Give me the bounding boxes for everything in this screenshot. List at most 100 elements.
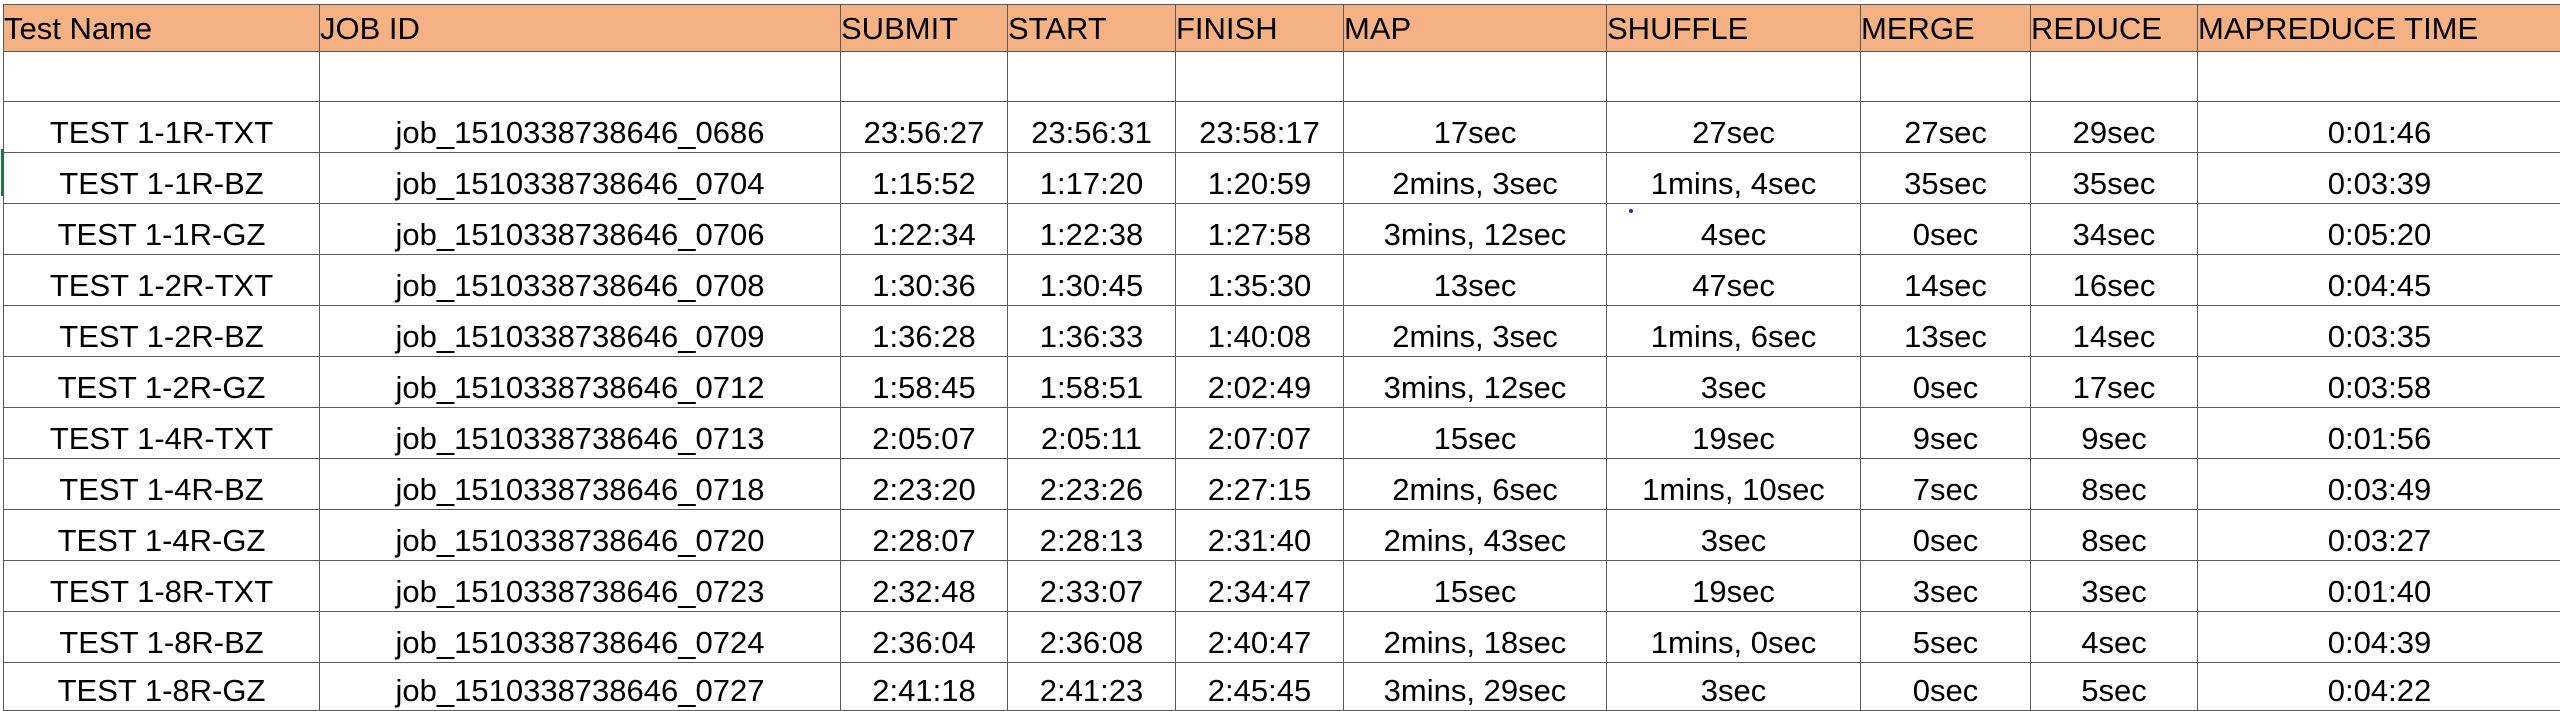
cell-reduce[interactable]: 8sec [2031,459,2198,510]
empty-cell[interactable] [1176,52,1344,102]
cell-shuffle[interactable]: 47sec [1607,255,1861,306]
cell-job-id[interactable]: job_1510338738646_0723 [320,561,841,612]
cell-finish[interactable]: 2:45:45 [1176,663,1344,711]
cell-test-name[interactable]: TEST 1-2R-GZ [4,357,320,408]
cell-shuffle[interactable]: 1mins, 10sec [1607,459,1861,510]
cell-merge[interactable]: 0sec [1861,204,2031,255]
cell-reduce[interactable]: 14sec [2031,306,2198,357]
cell-map[interactable]: 3mins, 29sec [1344,663,1607,711]
cell-mapreduce-time[interactable]: 0:03:49 [2198,459,2560,510]
cell-merge[interactable]: 35sec [1861,153,2031,204]
cell-reduce[interactable]: 5sec [2031,663,2198,711]
cell-map[interactable]: 2mins, 3sec [1344,306,1607,357]
cell-merge[interactable]: 5sec [1861,612,2031,663]
column-header-map[interactable]: MAP [1344,5,1607,52]
cell-start[interactable]: 2:23:26 [1008,459,1176,510]
cell-test-name[interactable]: TEST 1-4R-GZ [4,510,320,561]
cell-submit[interactable]: 2:41:18 [841,663,1008,711]
cell-map[interactable]: 2mins, 6sec [1344,459,1607,510]
column-header-test-name[interactable]: Test Name [4,5,320,52]
cell-reduce[interactable]: 17sec [2031,357,2198,408]
cell-merge[interactable]: 13sec [1861,306,2031,357]
cell-start[interactable]: 1:17:20 [1008,153,1176,204]
column-header-submit[interactable]: SUBMIT [841,5,1008,52]
cell-shuffle[interactable]: 1mins, 0sec [1607,612,1861,663]
cell-reduce[interactable]: 34sec [2031,204,2198,255]
cell-submit[interactable]: 1:36:28 [841,306,1008,357]
cell-submit[interactable]: 2:36:04 [841,612,1008,663]
empty-cell[interactable] [1008,52,1176,102]
empty-cell[interactable] [1607,52,1861,102]
cell-map[interactable]: 3mins, 12sec [1344,357,1607,408]
cell-shuffle[interactable]: 3sec [1607,357,1861,408]
cell-mapreduce-time[interactable]: 0:04:39 [2198,612,2560,663]
cell-start[interactable]: 1:58:51 [1008,357,1176,408]
cell-shuffle[interactable]: 3sec [1607,663,1861,711]
cell-mapreduce-time[interactable]: 0:01:46 [2198,102,2560,153]
column-header-merge[interactable]: MERGE [1861,5,2031,52]
cell-start[interactable]: 2:05:11 [1008,408,1176,459]
cell-finish[interactable]: 2:40:47 [1176,612,1344,663]
cell-test-name[interactable]: TEST 1-4R-TXT [4,408,320,459]
cell-job-id[interactable]: job_1510338738646_0720 [320,510,841,561]
cell-finish[interactable]: 2:27:15 [1176,459,1344,510]
cell-merge[interactable]: 3sec [1861,561,2031,612]
cell-shuffle[interactable]: 4sec [1607,204,1861,255]
cell-test-name[interactable]: TEST 1-8R-TXT [4,561,320,612]
column-header-mapreduce-time[interactable]: MAPREDUCE TIME [2198,5,2560,52]
cell-finish[interactable]: 2:31:40 [1176,510,1344,561]
cell-mapreduce-time[interactable]: 0:03:27 [2198,510,2560,561]
cell-shuffle[interactable]: 19sec [1607,408,1861,459]
cell-merge[interactable]: 0sec [1861,663,2031,711]
cell-job-id[interactable]: job_1510338738646_0718 [320,459,841,510]
cell-mapreduce-time[interactable]: 0:05:20 [2198,204,2560,255]
cell-finish[interactable]: 2:02:49 [1176,357,1344,408]
cell-submit[interactable]: 2:28:07 [841,510,1008,561]
cell-test-name[interactable]: TEST 1-2R-BZ [4,306,320,357]
cell-map[interactable]: 2mins, 18sec [1344,612,1607,663]
cell-finish[interactable]: 1:35:30 [1176,255,1344,306]
cell-job-id[interactable]: job_1510338738646_0686 [320,102,841,153]
cell-reduce[interactable]: 3sec [2031,561,2198,612]
cell-finish[interactable]: 2:07:07 [1176,408,1344,459]
cell-map[interactable]: 17sec [1344,102,1607,153]
cell-finish[interactable]: 2:34:47 [1176,561,1344,612]
cell-test-name[interactable]: TEST 1-2R-TXT [4,255,320,306]
cell-test-name[interactable]: TEST 1-4R-BZ [4,459,320,510]
cell-test-name[interactable]: TEST 1-8R-GZ [4,663,320,711]
cell-submit[interactable]: 23:56:27 [841,102,1008,153]
cell-merge[interactable]: 27sec [1861,102,2031,153]
cell-mapreduce-time[interactable]: 0:01:56 [2198,408,2560,459]
empty-cell[interactable] [841,52,1008,102]
cell-merge[interactable]: 0sec [1861,510,2031,561]
cell-start[interactable]: 1:30:45 [1008,255,1176,306]
cell-shuffle[interactable]: 1mins, 6sec [1607,306,1861,357]
empty-cell[interactable] [4,52,320,102]
cell-mapreduce-time[interactable]: 0:01:40 [2198,561,2560,612]
cell-shuffle[interactable]: 27sec [1607,102,1861,153]
column-header-start[interactable]: START [1008,5,1176,52]
cell-finish[interactable]: 1:40:08 [1176,306,1344,357]
cell-submit[interactable]: 2:05:07 [841,408,1008,459]
cell-mapreduce-time[interactable]: 0:03:39 [2198,153,2560,204]
cell-test-name[interactable]: TEST 1-8R-BZ [4,612,320,663]
cell-start[interactable]: 2:36:08 [1008,612,1176,663]
cell-test-name[interactable]: TEST 1-1R-TXT [4,102,320,153]
cell-map[interactable]: 15sec [1344,561,1607,612]
cell-job-id[interactable]: job_1510338738646_0713 [320,408,841,459]
cell-job-id[interactable]: job_1510338738646_0708 [320,255,841,306]
cell-merge[interactable]: 14sec [1861,255,2031,306]
column-header-finish[interactable]: FINISH [1176,5,1344,52]
cell-submit[interactable]: 1:15:52 [841,153,1008,204]
cell-job-id[interactable]: job_1510338738646_0724 [320,612,841,663]
cell-merge[interactable]: 9sec [1861,408,2031,459]
cell-reduce[interactable]: 35sec [2031,153,2198,204]
cell-shuffle[interactable]: 1mins, 4sec [1607,153,1861,204]
cell-mapreduce-time[interactable]: 0:03:35 [2198,306,2560,357]
cell-submit[interactable]: 1:58:45 [841,357,1008,408]
cell-shuffle[interactable]: 19sec [1607,561,1861,612]
cell-start[interactable]: 1:22:38 [1008,204,1176,255]
cell-job-id[interactable]: job_1510338738646_0727 [320,663,841,711]
cell-reduce[interactable]: 16sec [2031,255,2198,306]
cell-mapreduce-time[interactable]: 0:04:45 [2198,255,2560,306]
